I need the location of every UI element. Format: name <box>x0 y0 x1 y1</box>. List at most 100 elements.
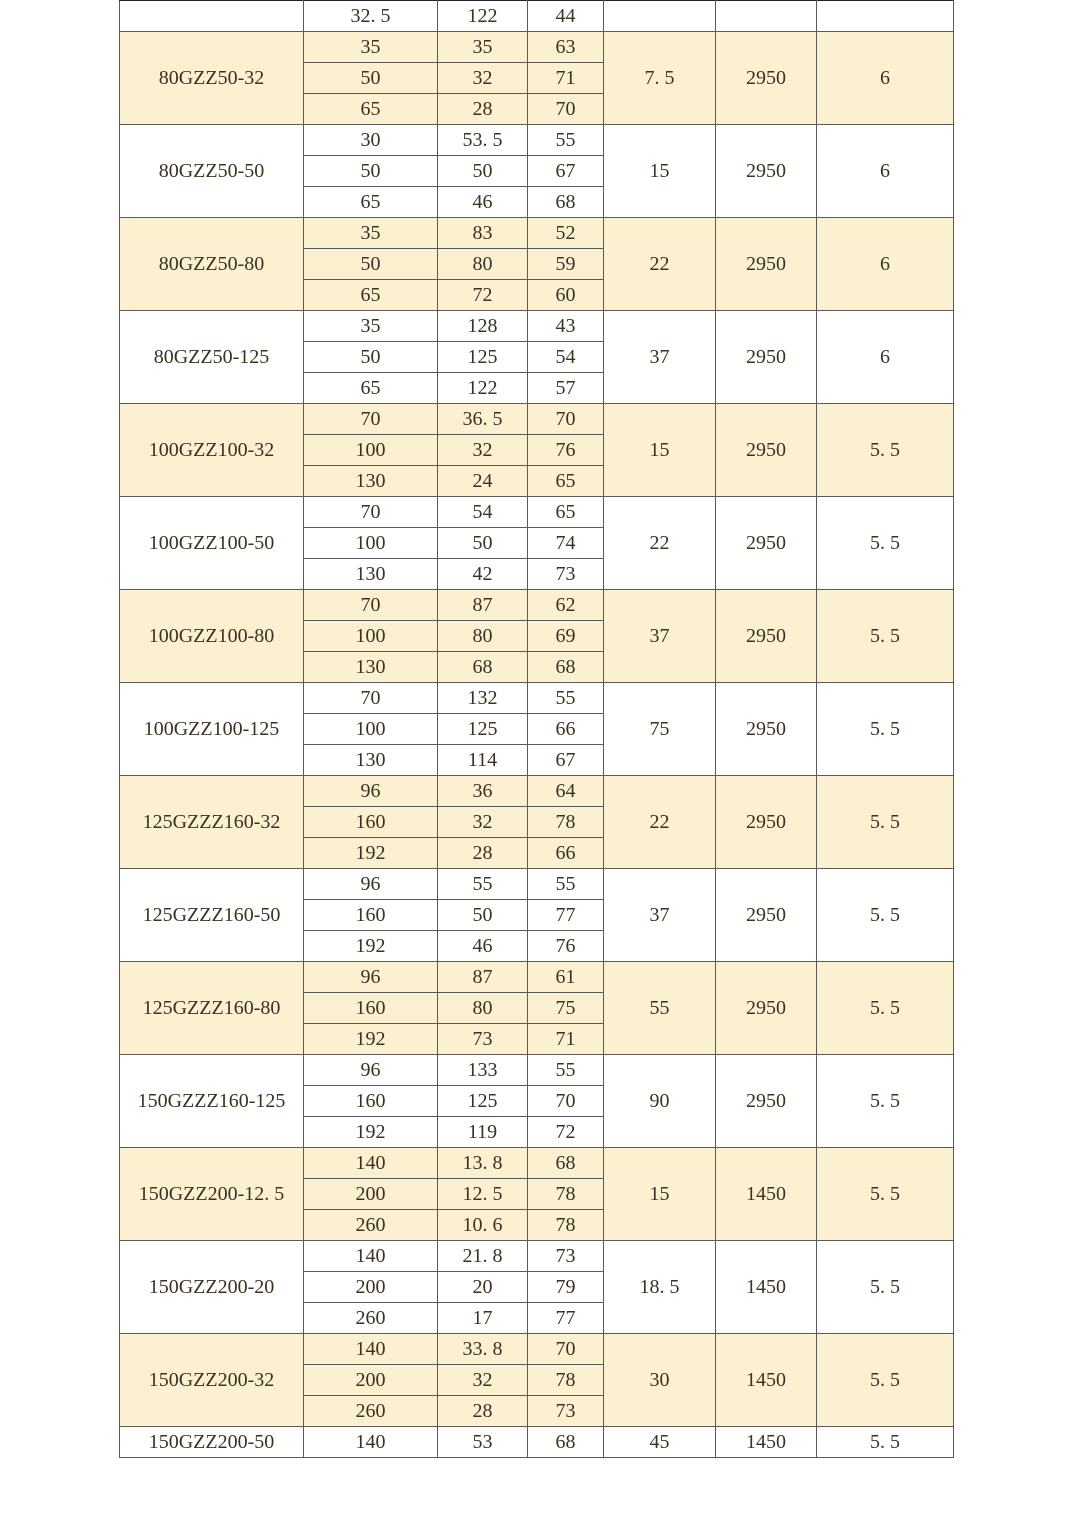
flow-cell: 260 <box>303 1395 438 1427</box>
flow-cell: 160 <box>303 806 438 838</box>
flow-cell: 130 <box>303 465 438 497</box>
table-row: 150GZZ200-50 140 53 68 45 1450 5. 5 <box>119 1426 954 1458</box>
head-cell: 24 <box>437 465 528 497</box>
power-cell: 15 <box>603 124 716 218</box>
flow-cell: 96 <box>303 775 438 807</box>
flow-cell: 200 <box>303 1178 438 1210</box>
head-cell: 46 <box>437 930 528 962</box>
model-cell: 80GZZ50-125 <box>119 310 304 404</box>
flow-cell: 65 <box>303 93 438 125</box>
head-cell: 125 <box>437 341 528 373</box>
head-cell: 53. 5 <box>437 124 528 156</box>
power-cell: 22 <box>603 217 716 311</box>
table-row: 192 28 66 <box>120 837 954 869</box>
head-cell: 36 <box>437 775 528 807</box>
efficiency-cell: 73 <box>527 1395 604 1427</box>
head-cell: 13. 8 <box>437 1147 528 1179</box>
efficiency-cell: 69 <box>527 620 604 652</box>
speed-cell: 2950 <box>715 31 817 125</box>
model-cell: 80GZZ50-80 <box>119 217 304 311</box>
head-cell: 17 <box>437 1302 528 1334</box>
table-row: 100 32 76 <box>120 434 954 466</box>
efficiency-cell: 75 <box>527 992 604 1024</box>
flow-cell: 100 <box>303 713 438 745</box>
power-cell: 22 <box>603 496 716 590</box>
npsh-cell: 5. 5 <box>816 1054 954 1148</box>
flow-cell: 200 <box>303 1271 438 1303</box>
npsh-cell: 5. 5 <box>816 775 954 869</box>
table-row: 260 28 73 <box>120 1395 954 1427</box>
efficiency-cell: 65 <box>527 496 604 528</box>
table-row: 80GZZ50-80 35 83 52 22 2950 6 <box>119 217 954 311</box>
flow-cell: 160 <box>303 1085 438 1117</box>
head-cell: 36. 5 <box>437 403 528 435</box>
efficiency-cell: 74 <box>527 527 604 559</box>
table-row: 160 80 75 <box>120 992 954 1024</box>
table-row: 65 28 70 <box>120 93 954 125</box>
flow-cell: 192 <box>303 1023 438 1055</box>
efficiency-cell: 59 <box>527 248 604 280</box>
table-row: 80GZZ50-125 35 128 43 37 2950 6 <box>119 310 954 404</box>
flow-cell: 260 <box>303 1209 438 1241</box>
speed-cell: 1450 <box>715 1333 817 1427</box>
npsh-cell <box>816 0 954 32</box>
flow-cell: 70 <box>303 403 438 435</box>
flow-cell: 35 <box>303 31 438 63</box>
head-cell: 83 <box>437 217 528 249</box>
head-cell: 87 <box>437 589 528 621</box>
efficiency-cell: 71 <box>527 1023 604 1055</box>
model-cell: 150GZZ200-20 <box>119 1240 304 1334</box>
flow-cell: 96 <box>303 1054 438 1086</box>
speed-cell: 2950 <box>715 217 817 311</box>
head-cell: 20 <box>437 1271 528 1303</box>
flow-cell: 50 <box>303 155 438 187</box>
head-cell: 80 <box>437 992 528 1024</box>
efficiency-cell: 78 <box>527 1364 604 1396</box>
flow-cell: 96 <box>303 961 438 993</box>
efficiency-cell: 78 <box>527 806 604 838</box>
speed-cell: 2950 <box>715 124 817 218</box>
npsh-cell: 5. 5 <box>816 1147 954 1241</box>
efficiency-cell: 61 <box>527 961 604 993</box>
efficiency-cell: 64 <box>527 775 604 807</box>
table-row: 100GZZ100-125 70 132 55 75 2950 5. 5 <box>119 682 954 776</box>
efficiency-cell: 73 <box>527 1240 604 1272</box>
speed-cell: 1450 <box>715 1426 817 1458</box>
head-cell: 119 <box>437 1116 528 1148</box>
model-cell <box>119 0 304 32</box>
efficiency-cell: 72 <box>527 1116 604 1148</box>
table-row: 125GZZZ160-50 96 55 55 37 2950 5. 5 <box>119 868 954 962</box>
efficiency-cell: 44 <box>527 0 604 32</box>
model-cell: 125GZZZ160-32 <box>119 775 304 869</box>
table-row: 100GZZ100-50 70 54 65 22 2950 5. 5 <box>119 496 954 590</box>
table-row: 100 80 69 <box>120 620 954 652</box>
table-row: 192 73 71 <box>120 1023 954 1055</box>
head-cell: 32 <box>437 434 528 466</box>
efficiency-cell: 52 <box>527 217 604 249</box>
table-row: 80GZZ50-32 35 35 63 7. 5 2950 6 <box>119 31 954 125</box>
head-cell: 50 <box>437 155 528 187</box>
efficiency-cell: 43 <box>527 310 604 342</box>
efficiency-cell: 68 <box>527 186 604 218</box>
table-row: 160 125 70 <box>120 1085 954 1117</box>
speed-cell: 2950 <box>715 682 817 776</box>
efficiency-cell: 67 <box>527 155 604 187</box>
efficiency-cell: 54 <box>527 341 604 373</box>
table-row: 125GZZZ160-80 96 87 61 55 2950 5. 5 <box>119 961 954 1055</box>
npsh-cell: 6 <box>816 31 954 125</box>
table-row: 100GZZ100-32 70 36. 5 70 15 2950 5. 5 <box>119 403 954 497</box>
model-cell: 100GZZ100-125 <box>119 682 304 776</box>
model-cell: 150GZZ200-50 <box>119 1426 304 1458</box>
head-cell: 73 <box>437 1023 528 1055</box>
power-cell: 37 <box>603 868 716 962</box>
table-row: 100 50 74 <box>120 527 954 559</box>
power-cell <box>603 0 716 32</box>
speed-cell: 2950 <box>715 775 817 869</box>
table-row: 65 46 68 <box>120 186 954 218</box>
efficiency-cell: 79 <box>527 1271 604 1303</box>
head-cell: 46 <box>437 186 528 218</box>
table-row: 50 32 71 <box>120 62 954 94</box>
head-cell: 32 <box>437 62 528 94</box>
head-cell: 80 <box>437 620 528 652</box>
head-cell: 122 <box>437 0 528 32</box>
